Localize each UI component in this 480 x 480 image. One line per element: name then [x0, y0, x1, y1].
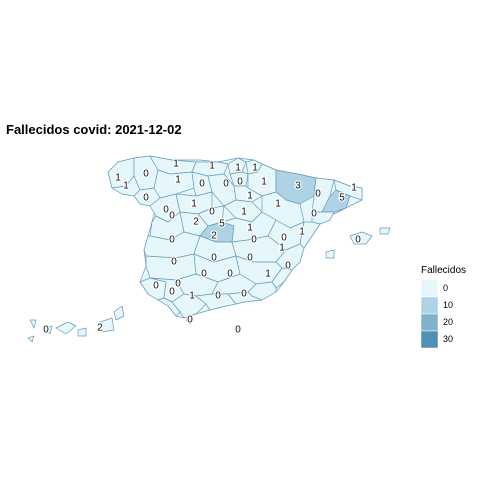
label-lugo: 0 [143, 169, 149, 180]
label-cordoba: 0 [201, 269, 207, 280]
canary-el-hierro [27, 335, 35, 343]
legend-key-10 [420, 296, 439, 315]
label-guadalajara: 1 [247, 223, 253, 234]
label-baleares: 0 [355, 235, 361, 246]
legend-label-10: 10 [443, 300, 453, 310]
legend-title: Fallecidos [421, 265, 466, 276]
canary-gran-canaria [77, 327, 87, 337]
province-bizkaia [227, 157, 247, 175]
label-toledo: 2 [211, 231, 217, 242]
label-alava: 0 [237, 177, 243, 188]
province-baleares [349, 231, 373, 245]
legend-label-20: 20 [443, 317, 453, 327]
label-teruel: 0 [281, 233, 287, 244]
legend-key-20 [420, 313, 439, 332]
label-asturias: 1 [173, 159, 179, 170]
label-almeria: 0 [241, 289, 247, 300]
province-alava [229, 171, 249, 187]
label-pontevedra: 1 [123, 181, 129, 192]
legend-label-30: 30 [443, 334, 453, 344]
label-badajoz: 0 [171, 257, 177, 268]
label-valencia: 1 [279, 243, 285, 254]
label-a-coruna: 1 [115, 173, 121, 184]
label-ceuta: 0 [187, 315, 193, 326]
baleares-ibiza [325, 249, 335, 259]
label-valladolid: 1 [191, 199, 197, 210]
label-alicante: 0 [285, 261, 291, 272]
label-la-rioja: 1 [247, 191, 253, 202]
baleares-menorca [379, 227, 391, 235]
province-ceuta [185, 319, 193, 325]
label-salamanca: 0 [169, 211, 175, 222]
label-cantabria: 1 [209, 161, 215, 172]
province-melilla [235, 325, 241, 331]
label-cadiz: 0 [169, 287, 175, 298]
label-burgos: 0 [223, 179, 229, 190]
label-huesca: 3 [295, 181, 301, 192]
label-castellon: 1 [299, 227, 305, 238]
legend-key-0 [420, 279, 439, 298]
label-avila: 2 [193, 217, 199, 228]
label-zaragoza: 1 [275, 199, 281, 210]
label-leon: 1 [175, 175, 181, 186]
province-almeria [227, 291, 263, 305]
label-cuenca: 0 [251, 235, 257, 246]
label-segovia: 0 [209, 207, 215, 218]
province-alicante [271, 267, 293, 289]
province-shapes [27, 155, 391, 343]
legend-key-30 [420, 330, 439, 349]
label-granada: 0 [215, 291, 221, 302]
label-caceres: 0 [169, 235, 175, 246]
label-tarragona: 0 [311, 209, 317, 220]
label-palencia: 0 [199, 179, 205, 190]
label-sevilla: 0 [175, 279, 181, 290]
label-melilla: 0 [235, 325, 241, 336]
label-navarra: 1 [261, 177, 267, 188]
label-las-palmas: 2 [97, 323, 103, 334]
label-bizkaia: 1 [235, 163, 241, 174]
label-ourense: 0 [143, 193, 149, 204]
province-las-palmas [99, 317, 115, 333]
label-huelva: 0 [153, 281, 159, 292]
label-jaen: 0 [227, 269, 233, 280]
label-gipuzkoa: 1 [252, 163, 258, 174]
canary-lanzarote [113, 305, 125, 321]
canary-gomera [43, 325, 53, 335]
label-ciudad-real: 0 [211, 253, 217, 264]
label-albacete: 0 [247, 253, 253, 264]
label-barcelona: 5 [339, 193, 345, 204]
label-murcia: 1 [265, 269, 271, 280]
label-lleida: 0 [315, 189, 321, 200]
label-santa-cruz-de-tenerife: 0 [43, 325, 49, 336]
label-malaga: 1 [189, 291, 195, 302]
legend: Fallecidos 0 10 20 30 [420, 265, 466, 349]
province-leon [153, 169, 195, 199]
province-granada [195, 293, 237, 311]
label-girona: 1 [351, 183, 357, 194]
label-madrid: 5 [219, 219, 225, 230]
label-soria: 1 [241, 207, 247, 218]
legend-label-0: 0 [443, 283, 448, 293]
province-malaga [171, 293, 207, 319]
province-santa-cruz-de-tenerife [55, 321, 77, 335]
label-zamora: 0 [163, 205, 169, 216]
map-title: Fallecidos covid: 2021-12-02 [6, 122, 182, 137]
canary-la-palma [29, 319, 37, 329]
